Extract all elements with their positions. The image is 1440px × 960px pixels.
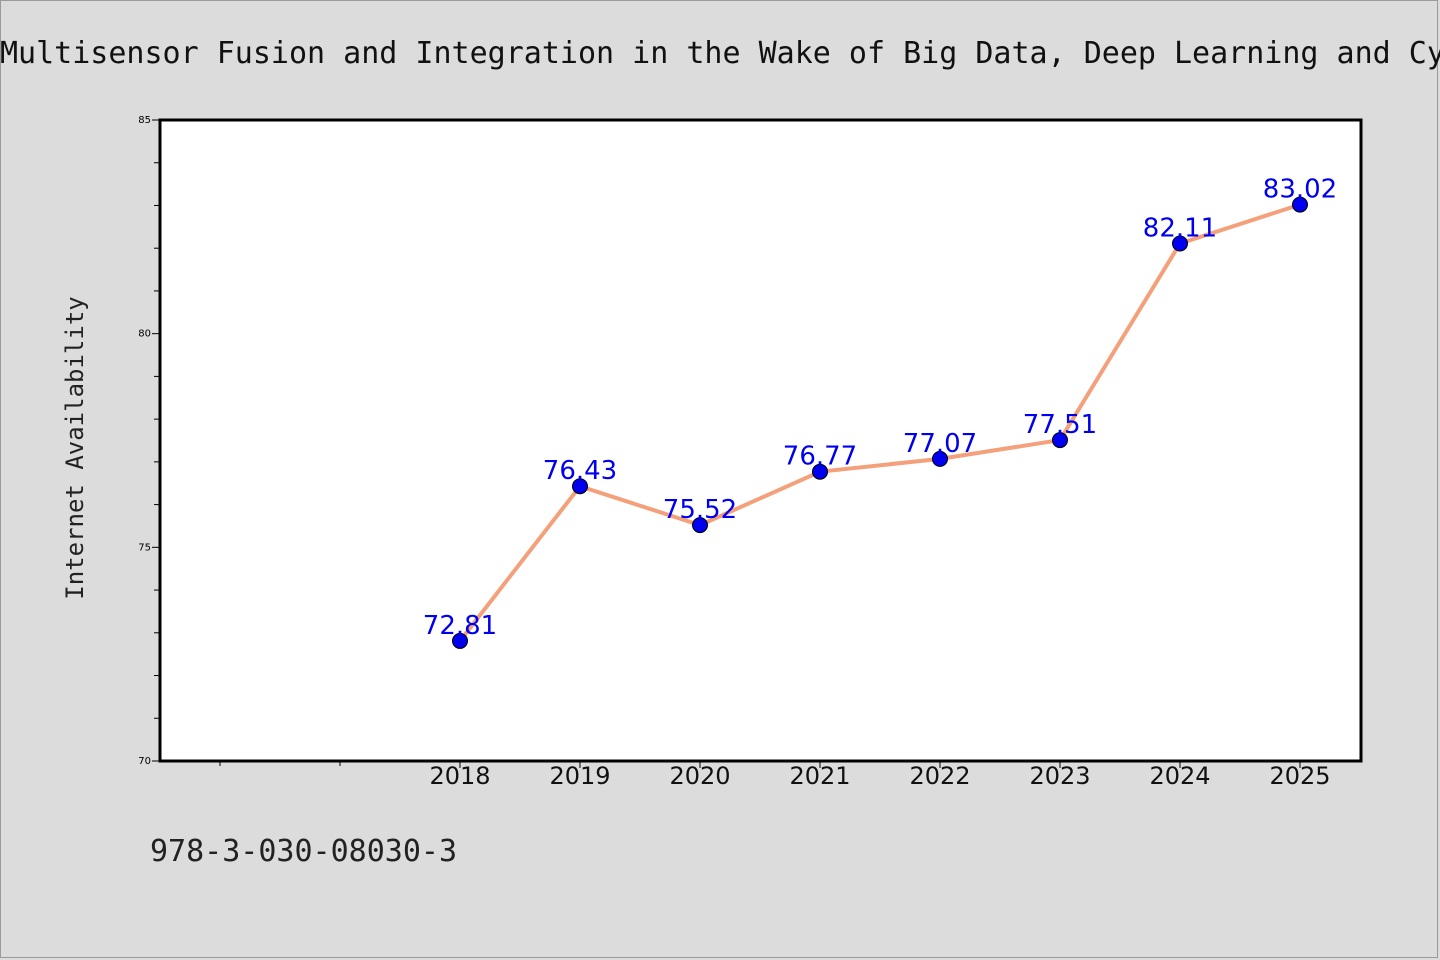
data-point xyxy=(692,517,708,534)
data-point xyxy=(1172,235,1188,252)
data-point xyxy=(452,632,468,649)
data-label: 75.52 xyxy=(663,495,737,525)
x-axis: 2018 2019 2020 2021 2022 2023 2024 2025 xyxy=(219,761,1331,790)
y-tick-label: 70 xyxy=(138,756,151,767)
x-tick-label: 2020 xyxy=(669,762,730,790)
chart-title: Multisensor Fusion and Integration in th… xyxy=(0,36,1440,71)
series-points xyxy=(452,196,1308,649)
data-point xyxy=(1292,196,1308,213)
data-label: 83.02 xyxy=(1263,175,1337,205)
data-point xyxy=(1052,432,1068,449)
footer-isbn: 978-3-030-08030-3 xyxy=(150,834,458,869)
data-label: 77.07 xyxy=(903,429,977,459)
x-tick-label: 2024 xyxy=(1149,762,1210,790)
data-label: 82.11 xyxy=(1143,213,1217,243)
x-tick-label: 2021 xyxy=(789,762,850,790)
y-tick-label: 85 xyxy=(138,115,151,126)
data-point xyxy=(932,450,948,467)
x-tick-label: 2025 xyxy=(1269,762,1330,790)
x-tick-label: 2023 xyxy=(1029,762,1090,790)
x-tick-label: 2019 xyxy=(549,762,610,790)
y-tick-label: 80 xyxy=(138,329,151,340)
series-line xyxy=(458,202,1302,643)
x-tick-label: 2018 xyxy=(429,762,490,790)
plot-area xyxy=(158,118,1363,763)
data-labels: 72.81 76.43 75.52 76.77 77.07 77.51 82.11 83.02 xyxy=(423,175,1337,641)
data-point xyxy=(812,463,828,480)
data-point xyxy=(572,478,588,495)
data-label: 76.77 xyxy=(783,442,857,472)
data-label: 77.51 xyxy=(1023,410,1097,440)
y-tick-label: 75 xyxy=(138,542,151,553)
data-label: 76.43 xyxy=(543,456,617,486)
x-tick-label: 2022 xyxy=(909,762,970,790)
series-lines xyxy=(458,202,1302,643)
y-axis: 70 75 80 85 xyxy=(138,115,160,767)
data-label: 72.81 xyxy=(423,611,497,641)
